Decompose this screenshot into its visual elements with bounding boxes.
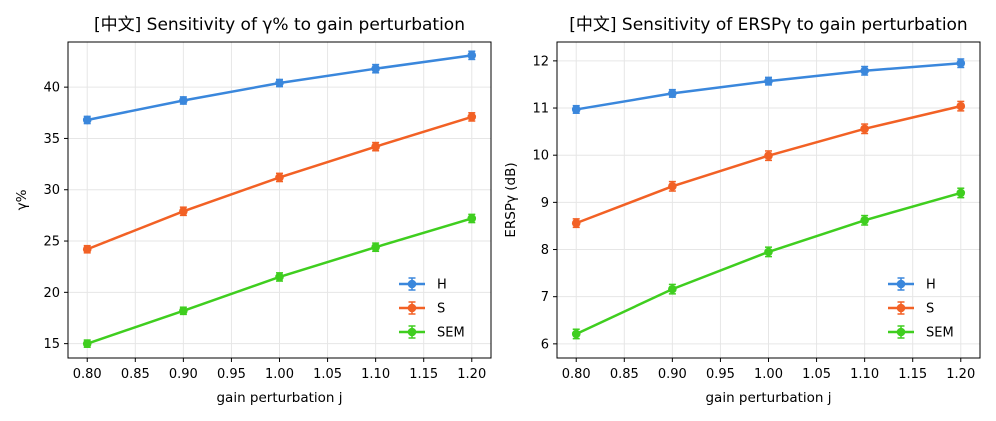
series-h: [82, 50, 477, 125]
data-point: [571, 105, 581, 114]
data-point: [956, 58, 966, 68]
x-tick-label: 0.90: [169, 367, 198, 382]
x-tick-label: 1.15: [409, 367, 438, 382]
chart-title: [中文] Sensitivity of γ% to gain perturbat…: [94, 15, 465, 35]
y-axis-label: γ%: [14, 189, 30, 210]
series-sem: [571, 187, 966, 340]
data-point: [764, 151, 773, 160]
x-tick-label: 0.80: [562, 367, 591, 382]
y-tick-label: 12: [532, 54, 549, 69]
data-point: [764, 76, 773, 86]
x-axis-label: gain perturbation j: [705, 390, 831, 406]
x-tick-label: 1.05: [313, 367, 342, 382]
x-tick-label: 1.20: [946, 367, 975, 382]
chart-1: 0.80 0.85 0.90 0.95 1.00 1.05 1.10 1.15 1.20 15 20…: [14, 15, 492, 406]
data-point: [179, 206, 188, 216]
data-point: [82, 244, 92, 254]
data-point: [275, 173, 284, 182]
data-point: [467, 51, 477, 60]
x-tick-label: 0.90: [658, 367, 687, 382]
x-tick-label: 0.95: [706, 367, 735, 382]
legend-label: SEM: [437, 326, 465, 341]
x-tick-label: 1.05: [802, 367, 831, 382]
x-tick-label: 1.10: [850, 367, 879, 382]
data-point: [371, 142, 380, 151]
x-tick-label: 1.20: [457, 367, 486, 382]
legend-marker: [407, 327, 417, 337]
y-tick-label: 8: [541, 243, 549, 258]
x-tick-label: 1.10: [361, 367, 390, 382]
y-tick-label: 15: [43, 337, 60, 352]
data-point: [467, 214, 477, 223]
data-point: [179, 306, 188, 316]
series-s: [571, 100, 966, 229]
data-point: [371, 64, 380, 73]
data-point: [82, 339, 92, 348]
series-h: [571, 58, 966, 114]
y-tick-label: 7: [541, 290, 549, 305]
x-axis-label: gain perturbation j: [216, 390, 342, 406]
y-tick-label: 40: [43, 81, 60, 96]
data-point: [956, 188, 966, 198]
y-tick-label: 20: [43, 286, 60, 301]
data-point: [571, 329, 581, 339]
y-tick-label: 25: [43, 235, 60, 250]
y-tick-label: 35: [43, 132, 60, 147]
data-point: [956, 101, 966, 111]
data-point: [179, 96, 188, 105]
data-point: [668, 89, 677, 98]
data-point: [668, 284, 677, 294]
legend-label: H: [926, 278, 936, 293]
legend-marker: [896, 279, 906, 289]
legend-marker: [896, 303, 906, 313]
legend-marker: [407, 303, 417, 313]
x-tick-label: 0.95: [217, 367, 246, 382]
data-point: [275, 78, 284, 88]
legend-label: S: [926, 302, 934, 317]
x-tick-label: 1.00: [265, 367, 294, 382]
chart-2: 0.80 0.85 0.90 0.95 1.00 1.05 1.10 1.15 1.20 6 7 8 9…: [503, 15, 981, 406]
x-tick-label: 0.85: [610, 367, 639, 382]
legend-label: SEM: [926, 326, 954, 341]
data-point: [571, 218, 581, 228]
x-tick-label: 0.80: [73, 367, 102, 382]
x-tick-label: 0.85: [121, 367, 150, 382]
data-point: [860, 66, 869, 76]
y-tick-label: 30: [43, 183, 60, 198]
data-point: [82, 115, 92, 125]
legend-label: S: [437, 302, 445, 317]
data-point: [467, 112, 477, 122]
data-point: [860, 124, 869, 134]
legend-marker: [896, 327, 906, 337]
data-point: [668, 182, 677, 191]
x-tick-label: 1.00: [754, 367, 783, 382]
legend: HS SEM: [888, 277, 954, 341]
data-point: [275, 272, 284, 282]
y-axis-label: ERSPγ (dB): [503, 162, 519, 237]
data-point: [860, 215, 869, 225]
y-tick-label: 9: [541, 196, 549, 211]
legend-label: H: [437, 278, 447, 293]
chart-title: [中文] Sensitivity of ERSPγ to gain pertur…: [569, 15, 967, 35]
data-point: [371, 242, 380, 252]
series-sem: [82, 213, 477, 348]
data-point: [764, 247, 773, 257]
legend: HS SEM: [399, 277, 465, 341]
y-tick-label: 10: [532, 149, 549, 164]
y-tick-label: 6: [541, 337, 549, 352]
legend-marker: [407, 279, 417, 289]
x-tick-label: 1.15: [898, 367, 927, 382]
y-tick-label: 11: [532, 102, 549, 117]
series-s: [82, 112, 477, 254]
